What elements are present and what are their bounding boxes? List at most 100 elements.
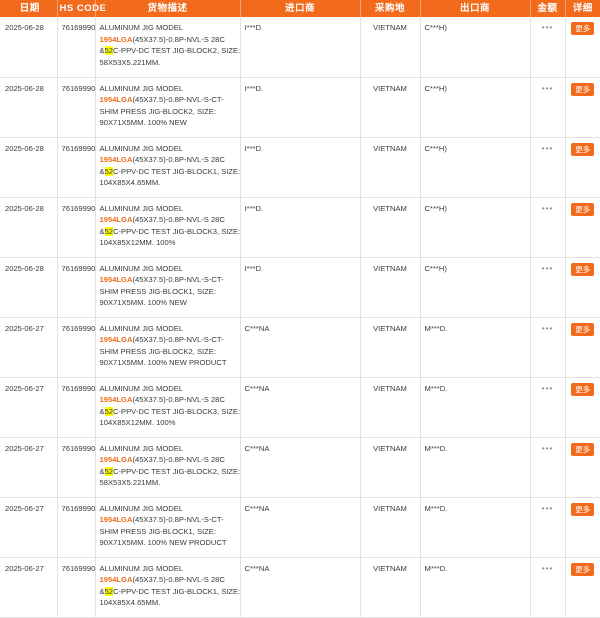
more-details-button[interactable]: 更多 [571, 202, 595, 216]
table-row[interactable]: 2025-06-27 76169990 ALUMINUM JIG MODEL 1954… [0, 437, 600, 498]
column-header-amt[interactable]: 金额 [530, 0, 566, 17]
table-row[interactable]: 2025-06-27 76169990 ALUMINUM JIG MODEL 1954… [0, 557, 600, 618]
description-text: 58X53X5.221MM. [99, 478, 161, 488]
cell-exporter: C***H) [420, 257, 531, 318]
cell-amount: ••• [530, 197, 566, 258]
description-text: (45X37.5)-0.8P-NVL-S-CT- [132, 335, 224, 345]
description-text: ALUMINUM JIG MODEL [99, 203, 184, 213]
cell-detail: 更多 [565, 197, 600, 258]
description-line: 1954LGA(45X37.5)-0.8P-NVL-S 28C [100, 34, 236, 46]
column-header-origin[interactable]: 采购地 [360, 0, 421, 17]
more-details-button[interactable]: 更多 [571, 322, 595, 336]
cell-amount: ••• [530, 557, 566, 618]
column-header-detail[interactable]: 详细 [565, 0, 600, 17]
description-line: &52C-PPV-DC TEST JIG-BLOCK3, SIZE: [100, 406, 240, 418]
cell-origin: VIETNAM [360, 317, 421, 378]
column-header-imp[interactable]: 进口商 [240, 0, 361, 17]
table-body: 2025-06-28 76169990 ALUMINUM JIG MODEL 1954… [0, 17, 600, 618]
description-text: (45X37.5)-0.8P-NVL-S 28C [132, 455, 225, 465]
highlighted-text: 52 [104, 406, 114, 416]
cell-origin: VIETNAM [360, 377, 421, 438]
cell-detail: 更多 [565, 17, 600, 78]
table-row[interactable]: 2025-06-28 76169990 ALUMINUM JIG MODEL 1954… [0, 77, 600, 138]
cell-hs-code: 76169990 [57, 377, 96, 438]
description-text: 104X85X12MM. 100% [99, 418, 176, 428]
more-details-button[interactable]: 更多 [571, 22, 595, 35]
cell-importer: C***NA [240, 437, 361, 498]
column-header-exp[interactable]: 出口商 [420, 0, 531, 17]
cell-amount: ••• [530, 257, 566, 318]
cell-importer: C***NA [240, 557, 361, 618]
description-text: 90X71X5MM. 100% NEW [99, 118, 187, 128]
model-code-text: 1954LGA [99, 95, 133, 105]
table-row[interactable]: 2025-06-28 76169990 ALUMINUM JIG MODEL 1954… [0, 197, 600, 258]
description-text: 90X71X5MM. 100% NEW [99, 298, 187, 308]
description-text: SHIM PRESS JIG-BLOCK1, SIZE: [99, 526, 216, 536]
description-text: ALUMINUM JIG MODEL [99, 323, 184, 333]
description-line: &52C-PPV-DC TEST JIG-BLOCK1, SIZE: [99, 586, 240, 598]
cell-importer: I***D. [240, 257, 361, 318]
cell-hs-code: 76169990 [57, 77, 96, 138]
description-line: 104X85X4.65MM. [100, 177, 236, 189]
description-text: (45X37.5)-0.8P-NVL-S 28C [132, 575, 225, 585]
cell-goods-description: ALUMINUM JIG MODEL 1954LGA(45X37.5)-0.8P-… [95, 497, 241, 558]
cell-detail: 更多 [565, 137, 600, 198]
cell-hs-code: 76169990 [57, 17, 96, 78]
cell-amount: ••• [530, 377, 566, 438]
description-text: (45X37.5)-0.8P-NVL-S-CT- [132, 515, 224, 525]
amount-masked-value: ••• [541, 83, 554, 93]
cell-importer: I***D. [240, 137, 361, 198]
description-text: & [99, 586, 105, 596]
cell-origin: VIETNAM [360, 557, 421, 618]
cell-date: 2025-06-27 [0, 437, 58, 498]
column-header-date[interactable]: 日期 [0, 0, 58, 17]
description-line: 1954LGA(45X37.5)-0.8P-NVL-S 28C [100, 454, 236, 466]
description-line: 1954LGA(45X37.5)-0.8P-NVL-S-CT- [100, 514, 236, 526]
table-row[interactable]: 2025-06-28 76169990 ALUMINUM JIG MODEL 1954… [0, 137, 600, 198]
column-header-hs[interactable]: HS CODE [57, 0, 106, 17]
more-details-button[interactable]: 更多 [571, 262, 595, 276]
description-line: 1954LGA(45X37.5)-0.8P-NVL-S-CT- [100, 334, 236, 346]
description-line: 90X71X5MM. 100% NEW [100, 297, 236, 309]
cell-hs-code: 76169990 [57, 317, 96, 378]
cell-detail: 更多 [565, 437, 600, 498]
description-line: ALUMINUM JIG MODEL [100, 22, 236, 34]
cell-date: 2025-06-28 [0, 17, 58, 78]
table-row[interactable]: 2025-06-28 76169990 ALUMINUM JIG MODEL 1954… [0, 257, 600, 318]
table-row[interactable]: 2025-06-27 76169990 ALUMINUM JIG MODEL 1954… [0, 317, 600, 378]
more-details-button[interactable]: 更多 [571, 562, 595, 576]
description-line: ALUMINUM JIG MODEL [100, 83, 236, 95]
description-line: &52C-PPV-DC TEST JIG-BLOCK2, SIZE: [100, 45, 240, 57]
more-details-button[interactable]: 更多 [571, 142, 595, 156]
more-details-button[interactable]: 更多 [571, 82, 595, 96]
cell-origin: VIETNAM [360, 77, 421, 138]
cell-date: 2025-06-27 [0, 377, 58, 438]
description-text: 90X71X5MM. 100% NEW PRODUCT [99, 538, 227, 548]
description-line: 58X53X5.221MM. [100, 477, 236, 489]
cell-goods-description: ALUMINUM JIG MODEL 1954LGA(45X37.5)-0.8P-… [95, 377, 241, 438]
cell-amount: ••• [530, 137, 566, 198]
description-text: ALUMINUM JIG MODEL [99, 143, 184, 153]
amount-masked-value: ••• [541, 563, 554, 573]
description-line: 1954LGA(45X37.5)-0.8P-NVL-S-CT- [100, 274, 236, 286]
more-details-button[interactable]: 更多 [571, 502, 595, 516]
cell-date: 2025-06-27 [0, 497, 58, 558]
table-row[interactable]: 2025-06-27 76169990 ALUMINUM JIG MODEL 1954… [0, 377, 600, 438]
more-details-button[interactable]: 更多 [571, 382, 595, 396]
model-code-text: 1954LGA [99, 34, 133, 44]
amount-masked-value: ••• [541, 383, 554, 393]
highlighted-text: 52 [104, 166, 114, 176]
table-row[interactable]: 2025-06-28 76169990 ALUMINUM JIG MODEL 1954… [0, 17, 600, 78]
description-text: (45X37.5)-0.8P-NVL-S 28C [132, 215, 225, 225]
cell-importer: C***NA [240, 377, 361, 438]
more-details-button[interactable]: 更多 [571, 442, 595, 456]
cell-exporter: M***D. [420, 437, 531, 498]
description-text: SHIM PRESS JIG-BLOCK1, SIZE: [99, 286, 216, 296]
column-header-desc[interactable]: 货物描述 [95, 0, 241, 17]
description-text: 104X85X4.65MM. [99, 598, 161, 608]
cell-goods-description: ALUMINUM JIG MODEL 1954LGA(45X37.5)-0.8P-… [95, 257, 241, 318]
cell-amount: ••• [530, 497, 566, 558]
highlighted-text: 52 [104, 586, 114, 596]
cell-amount: ••• [530, 317, 566, 378]
table-row[interactable]: 2025-06-27 76169990 ALUMINUM JIG MODEL 1954… [0, 497, 600, 558]
